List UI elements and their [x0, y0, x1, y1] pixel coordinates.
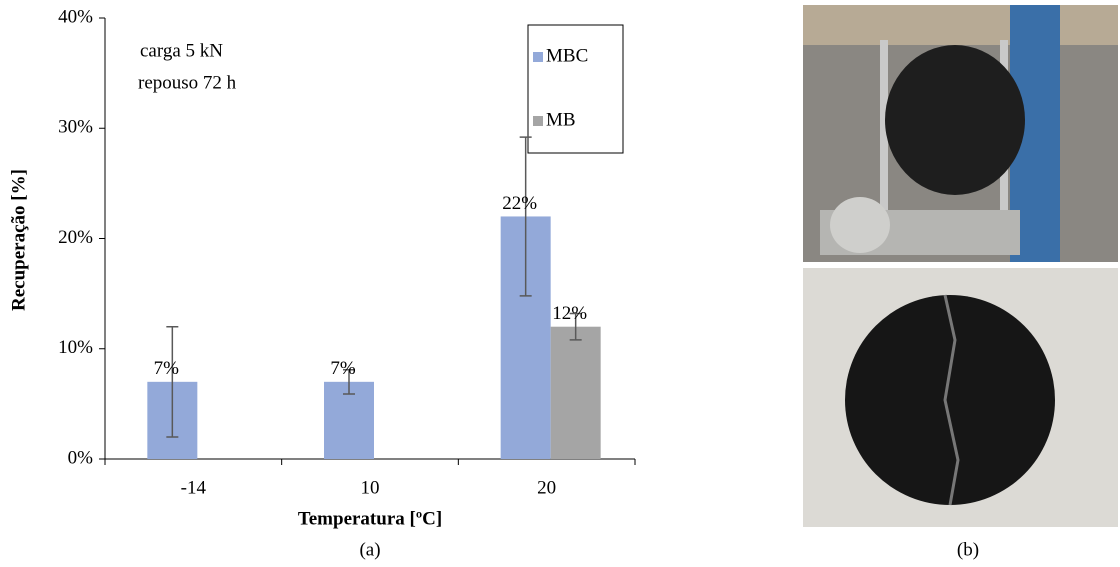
- caption: (a): [359, 539, 380, 560]
- x-tick-label: 20: [537, 477, 556, 498]
- x-axis-title: Temperatura [ºC]: [298, 508, 442, 529]
- y-tick-label: 0%: [68, 447, 94, 468]
- bar: [551, 327, 601, 459]
- value-label: 12%: [552, 303, 587, 324]
- legend-label: MBC: [546, 45, 588, 66]
- annotation: carga 5 kN: [140, 40, 223, 61]
- y-tick-label: 20%: [58, 227, 93, 248]
- value-label: 7%: [330, 358, 356, 379]
- x-tick-label: 10: [361, 477, 380, 498]
- value-label: 7%: [154, 358, 180, 379]
- x-tick-label: -14: [181, 477, 207, 498]
- legend-label: MB: [546, 109, 576, 130]
- y-axis-title: Recuperação [%]: [8, 169, 29, 311]
- y-tick-label: 40%: [58, 6, 93, 27]
- legend-swatch: [533, 116, 543, 126]
- photo-test-rig: [803, 5, 1118, 262]
- value-label: 22%: [502, 193, 537, 214]
- photo-specimen: [803, 268, 1118, 527]
- figure: carga 5 kN repouso 72 h Temperatura [ºC]…: [0, 0, 1120, 567]
- legend-box: [528, 25, 623, 153]
- y-tick-label: 10%: [58, 337, 93, 358]
- annotation: repouso 72 h: [138, 72, 237, 93]
- legend-swatch: [533, 52, 543, 62]
- caption: (b): [957, 539, 979, 560]
- y-tick-label: 30%: [58, 117, 93, 138]
